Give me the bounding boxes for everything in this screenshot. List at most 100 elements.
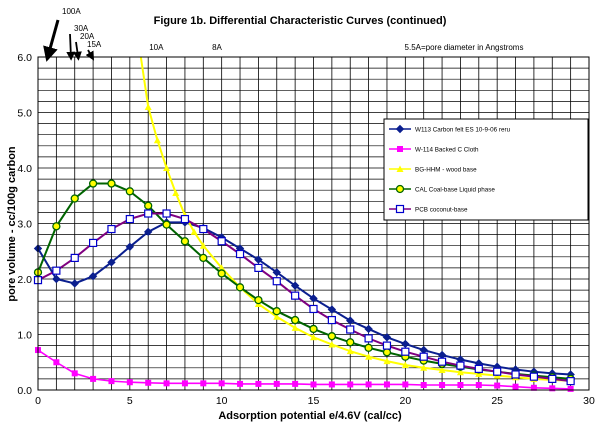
data-point (88, 272, 98, 281)
data-point (273, 380, 280, 387)
data-point (327, 305, 337, 314)
y-tick-label: 3.0 (17, 219, 32, 231)
data-point (125, 242, 135, 252)
data-point (254, 255, 263, 264)
legend-entry: CAL Coal-base Liquid phase (389, 184, 495, 193)
data-point (237, 380, 244, 387)
data-point (567, 385, 574, 392)
pore-size-label: 15A (87, 40, 102, 49)
data-point (437, 350, 447, 360)
data-point (475, 382, 482, 389)
legend: W113 Carbon felt ES 10-9-06 reru W-114 Ba… (383, 118, 589, 221)
pore-size-label: 10A (149, 43, 164, 52)
data-point (549, 385, 556, 392)
pore-size-arrow (66, 33, 76, 61)
data-point (419, 345, 428, 355)
plot-frame (37, 56, 590, 391)
legend-entry: BG-HHM - wood base (389, 165, 477, 173)
y-axis-label: pore volume - cc/100g carbon (6, 146, 18, 302)
legend-label: BG-HHM - wood base (415, 166, 477, 173)
data-point (327, 332, 337, 341)
data-point (474, 364, 483, 374)
data-point (144, 201, 153, 210)
data-point (88, 238, 98, 248)
pore-size-arrow (72, 41, 82, 61)
data-point (292, 380, 299, 387)
data-point (180, 214, 190, 224)
data-point (566, 377, 575, 386)
data-point (272, 307, 281, 316)
data-point (290, 315, 300, 325)
data-point (254, 295, 263, 305)
y-tick-label: 2.0 (17, 274, 32, 286)
data-point (309, 294, 318, 303)
legend-box (383, 118, 589, 221)
data-point (235, 283, 245, 292)
data-point (255, 380, 262, 387)
data-point (310, 381, 317, 388)
data-point (217, 237, 226, 246)
series-5 (33, 209, 575, 386)
y-tick-label: 5.0 (17, 108, 32, 120)
data-point (456, 361, 465, 370)
x-tick-label: 20 (399, 395, 411, 407)
data-point (493, 367, 502, 376)
y-tick-label: 6.0 (17, 52, 32, 64)
data-point (88, 179, 98, 188)
data-point (144, 103, 152, 110)
data-point (456, 368, 464, 376)
data-point (52, 266, 61, 275)
data-point (162, 220, 171, 229)
data-point (290, 281, 300, 290)
data-point (199, 253, 208, 263)
data-point (529, 372, 539, 381)
x-tick-label: 5 (127, 395, 133, 407)
data-point (107, 258, 116, 267)
data-point (346, 338, 355, 347)
data-point (382, 333, 392, 342)
data-point (437, 357, 447, 366)
data-point (272, 277, 281, 286)
x-tick-label: 15 (308, 395, 320, 407)
data-point (347, 381, 354, 388)
legend-entry: W-114 Backed C Cloth (389, 146, 479, 153)
y-tick-label: 0.0 (17, 385, 32, 397)
data-point (382, 341, 392, 350)
data-point (439, 382, 446, 389)
data-point (419, 352, 428, 361)
x-axis-label: Adsorption potential e/4.6V (cal/cc) (218, 410, 402, 422)
data-point (511, 370, 520, 379)
data-point (475, 370, 483, 377)
legend-label: W-114 Backed C Cloth (415, 146, 479, 153)
data-point (163, 380, 170, 387)
data-point (396, 165, 404, 172)
data-point (218, 380, 225, 387)
chart-title: Figure 1b. Differential Characteristic C… (154, 15, 447, 27)
pore-size-label: 30A (74, 24, 89, 33)
pore-size-arrow (85, 49, 94, 61)
x-tick-label: 30 (583, 395, 595, 407)
legend-label: CAL Coal-base Liquid phase (415, 186, 495, 193)
data-point (70, 194, 79, 203)
data-point (401, 347, 410, 356)
legend-label: PCB coconut-base (415, 206, 468, 213)
legend-entry: PCB coconut-base (389, 204, 468, 214)
series-1 (33, 218, 575, 379)
data-point (395, 204, 405, 214)
pore-diameter-note: 5.5A=pore diameter in Angstroms (405, 43, 524, 52)
y-tick-label: 4.0 (17, 163, 32, 175)
data-point (71, 370, 78, 377)
plot-series (33, 56, 575, 392)
data-point (364, 343, 373, 352)
data-point (548, 374, 557, 383)
legend-entry: W113 Carbon felt ES 10-9-06 reru (389, 124, 511, 134)
data-point (310, 333, 317, 341)
data-point (254, 263, 263, 272)
data-point (181, 380, 188, 387)
data-point (272, 268, 281, 277)
data-point (107, 179, 116, 188)
data-point (395, 124, 405, 134)
data-point (107, 224, 116, 234)
